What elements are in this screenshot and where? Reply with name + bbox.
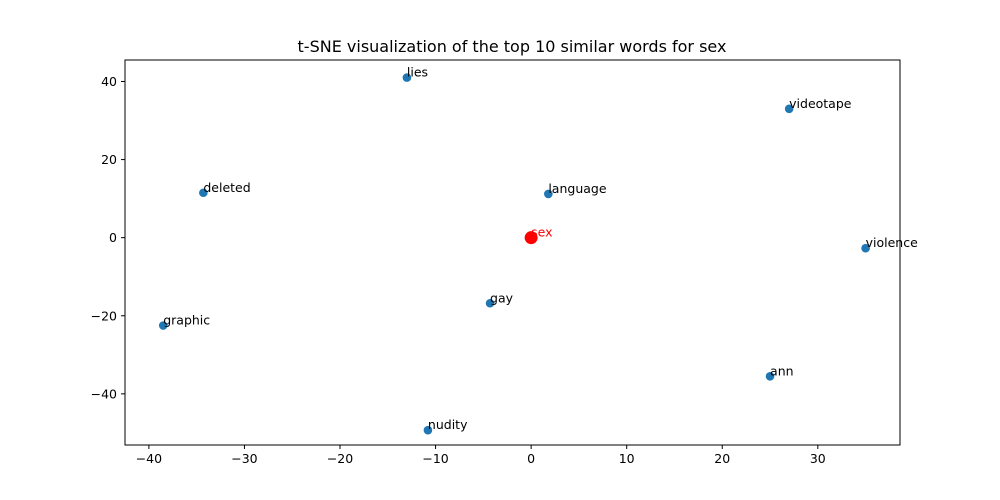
x-tick-label: −10 — [422, 451, 448, 466]
x-tick-label: 10 — [619, 451, 635, 466]
x-tick-label: −20 — [327, 451, 353, 466]
point-label: gay — [490, 290, 514, 305]
x-tick-label: −30 — [231, 451, 257, 466]
point-label: violence — [866, 235, 918, 250]
data-point — [765, 371, 775, 381]
point-label: videotape — [789, 96, 852, 111]
y-tick-label: −20 — [91, 308, 117, 323]
data-point — [544, 189, 553, 199]
x-tick-label: 30 — [810, 451, 826, 466]
plot-frame — [124, 59, 901, 446]
point-label: ann — [770, 363, 794, 378]
y-tick-label: −40 — [91, 386, 117, 401]
data-points — [158, 73, 870, 435]
point-label: nudity — [428, 417, 468, 432]
data-point — [861, 243, 870, 253]
plot-area — [124, 59, 901, 446]
data-point — [158, 321, 168, 330]
chart-title: t-SNE visualization of the top 10 simila… — [298, 37, 727, 56]
x-tick-label: 20 — [714, 451, 730, 466]
data-point — [423, 425, 433, 435]
y-tick-label: 40 — [101, 74, 117, 89]
data-point — [784, 104, 794, 114]
axes: −40 −30 −20 −10 0 10 20 30 −40 −20 0 20 40 — [91, 74, 826, 466]
data-point — [485, 298, 495, 308]
data-point — [199, 188, 208, 198]
x-tick-label: −40 — [136, 451, 162, 466]
point-label: lies — [407, 65, 428, 80]
data-point — [402, 73, 412, 82]
y-tick-label: 20 — [101, 152, 117, 167]
point-label: sex — [531, 225, 552, 240]
point-label: graphic — [163, 313, 210, 328]
highlight-point — [524, 231, 538, 245]
point-labels: lies videotape deleted language sex violence g… — [163, 65, 918, 433]
x-tick-label: 0 — [527, 451, 535, 466]
point-label: deleted — [203, 180, 250, 195]
y-tick-label: 0 — [109, 230, 117, 245]
point-label: language — [548, 181, 607, 196]
